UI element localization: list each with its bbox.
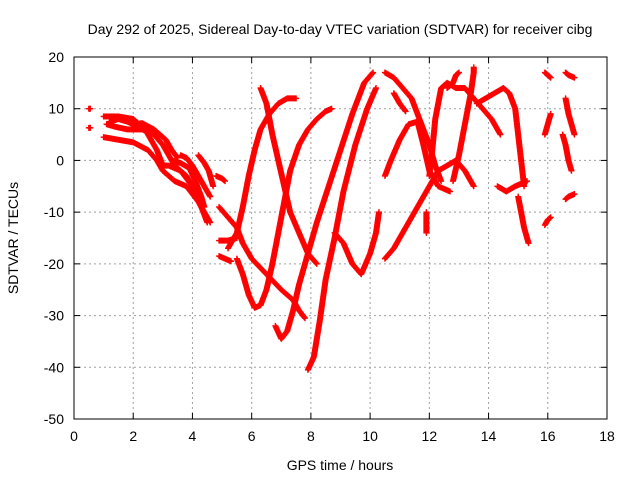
tick-labels: 0 2 4 6 8 10 12 14 16 18 -50 -40 -30 -20 -10 0 10 20 (44, 49, 615, 444)
y-tick-label: -50 (44, 411, 64, 427)
series-arc-21 (381, 118, 454, 195)
chart-title: Day 292 of 2025, Sidereal Day-to-day VTE… (88, 21, 593, 37)
x-tick-label: 16 (540, 428, 556, 444)
y-tick-label: -20 (44, 256, 64, 272)
series-arc-31 (541, 69, 554, 81)
series-arc-34 (562, 69, 578, 81)
series-arc-09 (195, 152, 217, 190)
series-arc-26 (450, 64, 477, 185)
series-arc-06 (106, 116, 181, 161)
y-tick-label: 0 (56, 152, 64, 168)
series-arc-18 (304, 85, 380, 373)
y-tick-label: -30 (44, 308, 64, 324)
x-tick-label: 12 (422, 428, 438, 444)
series-arc-15 (233, 105, 335, 311)
plot-area (85, 64, 578, 373)
x-tick-label: 18 (599, 428, 615, 444)
series-arc-17 (272, 69, 377, 342)
series-arc-37 (562, 191, 578, 203)
y-tick-label: -40 (44, 359, 64, 375)
y-tick-label: 10 (48, 101, 64, 117)
x-tick-label: 6 (248, 428, 256, 444)
series-arc-14 (224, 95, 300, 252)
series-arc-25 (426, 79, 504, 179)
series-arc-16 (257, 85, 320, 267)
x-axis-label: GPS time / hours (287, 457, 394, 473)
series-arc-22 (381, 157, 477, 262)
series-arc-32 (541, 110, 554, 138)
x-tick-label: 0 (70, 428, 78, 444)
series-arc-23 (390, 90, 409, 115)
series-arc-33 (541, 214, 554, 229)
x-tick-label: 2 (129, 428, 137, 444)
series-arc-08 (177, 152, 214, 200)
series-arc-01 (85, 105, 94, 112)
series-arc-12 (216, 253, 234, 265)
plot-border (73, 56, 608, 420)
series-arc-19 (331, 209, 382, 278)
y-tick-label: -10 (44, 204, 64, 220)
series-arc-07 (168, 157, 208, 210)
x-tick-label: 14 (481, 428, 497, 444)
series-arc-29 (494, 178, 531, 195)
series-arc-36 (559, 131, 575, 174)
series-arc-35 (562, 95, 578, 138)
series-arc-30 (515, 193, 532, 247)
series-arc-27 (444, 69, 462, 92)
series-arc-28 (473, 85, 528, 190)
series-arc-04 (100, 134, 214, 226)
series-arc-05 (103, 121, 196, 190)
series-arc-02 (85, 124, 94, 131)
y-axis-label: SDTVAR / TECUs (5, 182, 21, 294)
series-arc-10 (213, 172, 229, 185)
y-tick-label: 20 (48, 49, 64, 65)
x-tick-label: 10 (362, 428, 378, 444)
x-tick-label: 4 (189, 428, 197, 444)
series-arc-24 (423, 209, 430, 236)
x-tick-label: 8 (307, 428, 315, 444)
